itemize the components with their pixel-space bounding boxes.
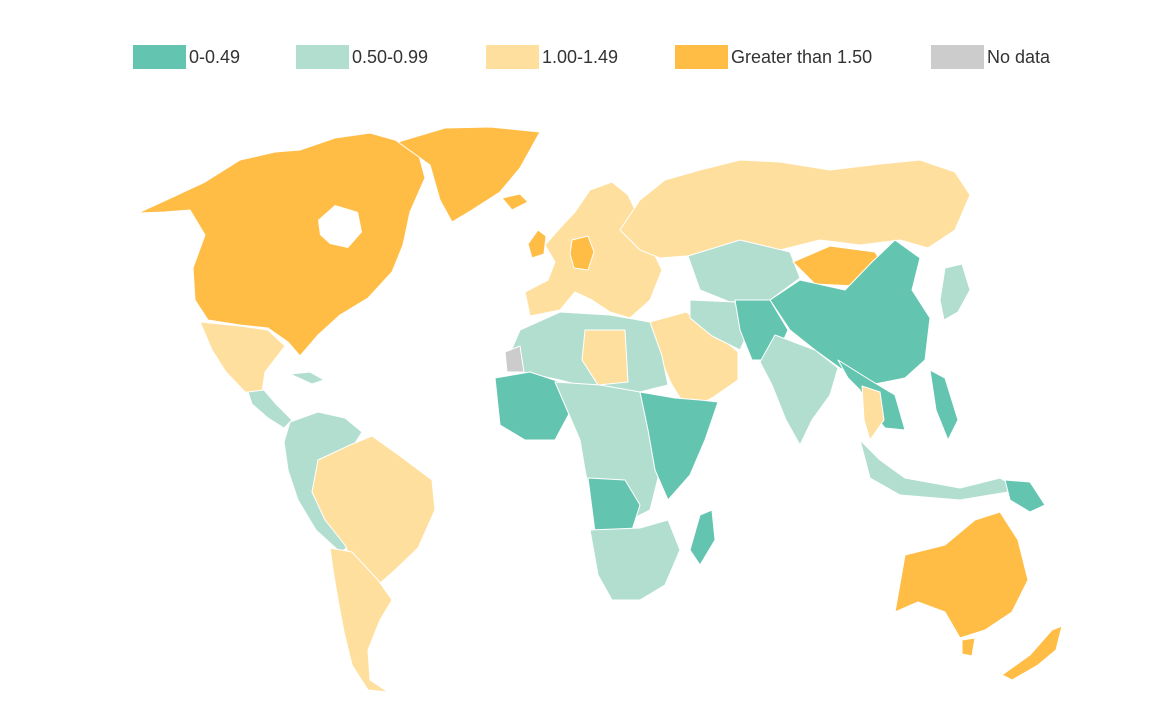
region-angola[interactable] <box>587 477 641 533</box>
region-mexico[interactable] <box>199 321 286 393</box>
legend-item-0-0.49: 0-0.49 <box>133 44 240 70</box>
legend-item-greater-than-1.50: Greater than 1.50 <box>675 44 872 70</box>
region-indonesia[interactable] <box>859 439 1021 501</box>
legend-swatch <box>486 45 539 69</box>
region-madagascar[interactable] <box>689 509 716 566</box>
region-iceland[interactable] <box>501 193 529 211</box>
region-thailand[interactable] <box>861 385 885 441</box>
region-tasmania[interactable] <box>961 637 976 657</box>
legend-label: 0-0.49 <box>189 46 241 67</box>
region-caribbean[interactable] <box>289 371 325 385</box>
region-germany[interactable] <box>569 235 595 271</box>
region-southern-africa[interactable] <box>589 519 681 601</box>
region-east-africa[interactable] <box>639 391 719 501</box>
region-southern-cone[interactable] <box>329 547 393 693</box>
region-philippines[interactable] <box>929 369 959 441</box>
region-greenland[interactable] <box>397 126 541 223</box>
legend-item-no-data: No data <box>931 44 1050 70</box>
region-north-america[interactable] <box>137 132 426 357</box>
world-map <box>137 126 1063 693</box>
region-papua-new-guinea[interactable] <box>1004 479 1046 513</box>
region-libya[interactable] <box>581 329 629 386</box>
region-central-africa[interactable] <box>554 381 661 526</box>
region-central-america[interactable] <box>247 389 293 429</box>
region-russia[interactable] <box>619 159 971 259</box>
region-new-zealand[interactable] <box>1001 625 1063 681</box>
region-west-africa[interactable] <box>494 371 571 441</box>
legend-swatch <box>931 45 984 69</box>
region-india[interactable] <box>759 334 839 446</box>
region-australia[interactable] <box>894 511 1029 639</box>
hudson-bay <box>318 205 362 248</box>
region-japan[interactable] <box>939 263 971 321</box>
legend-swatch <box>296 45 349 69</box>
legend-item-0.50-0.99: 0.50-0.99 <box>296 44 428 70</box>
region-central-asia[interactable] <box>687 239 801 303</box>
legend-label: 1.00-1.49 <box>542 46 619 67</box>
legend-label: Greater than 1.50 <box>731 46 873 67</box>
legend-item-1.00-1.49: 1.00-1.49 <box>486 44 618 70</box>
map-legend: 0-0.49 0.50-0.99 1.00-1.49 Greater than … <box>0 44 1171 70</box>
legend-swatch <box>675 45 728 69</box>
region-western-sahara[interactable] <box>504 345 525 373</box>
legend-swatch <box>133 45 186 69</box>
legend-label: No data <box>987 46 1051 67</box>
region-brazil[interactable] <box>311 435 436 586</box>
region-uk[interactable] <box>527 229 547 259</box>
legend-label: 0.50-0.99 <box>352 46 429 67</box>
